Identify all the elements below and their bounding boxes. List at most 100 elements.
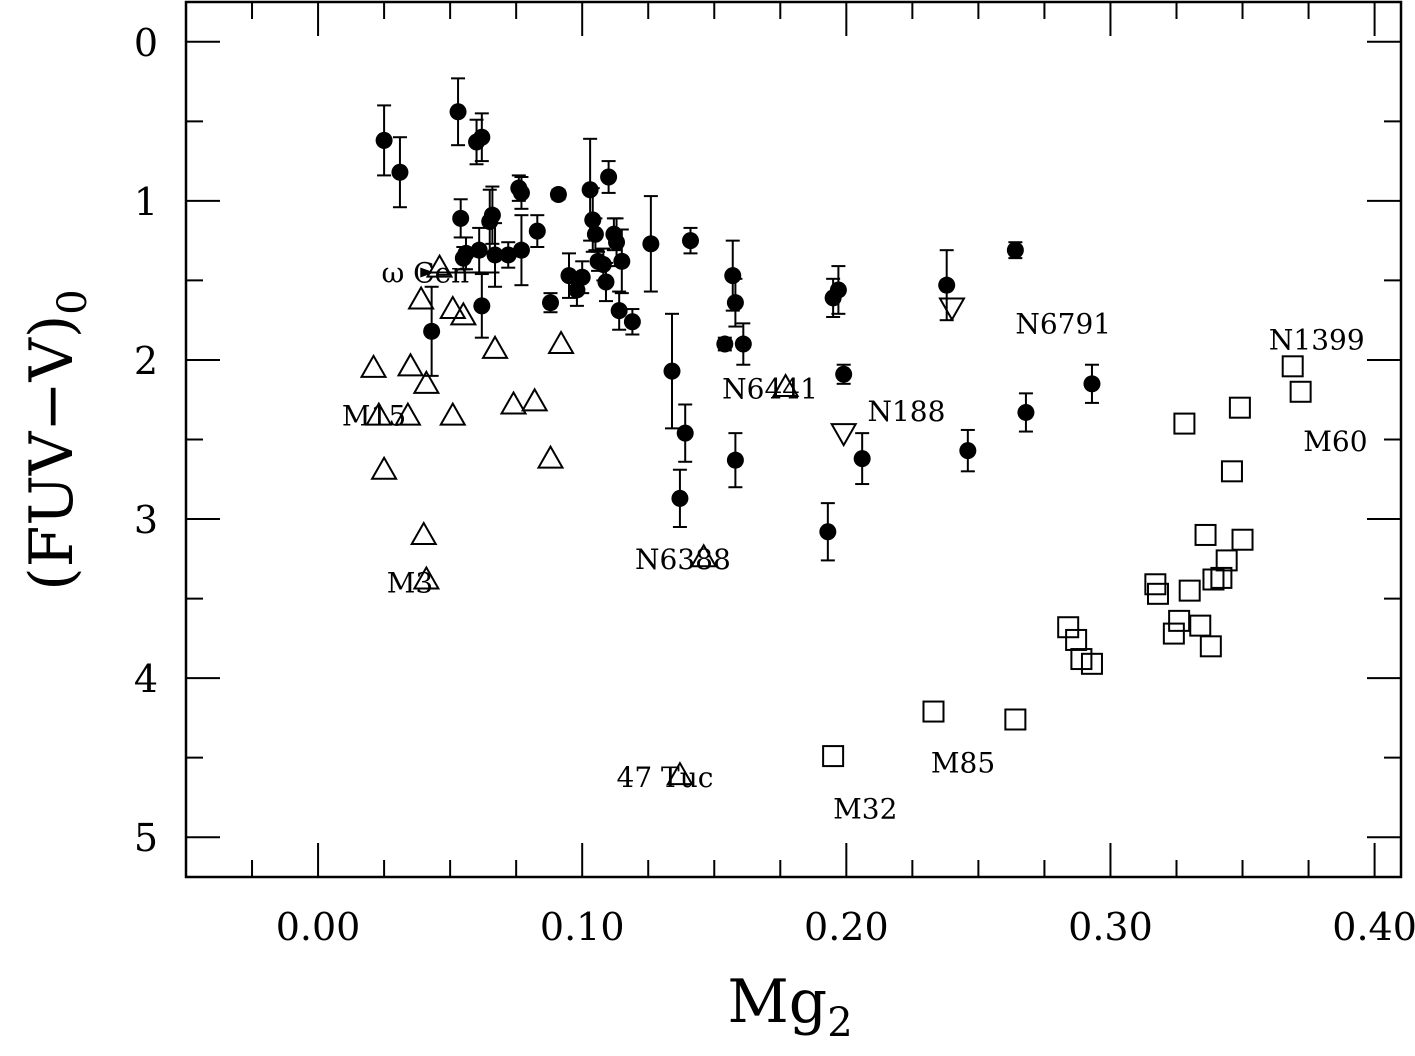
data-point-open-triangle — [439, 295, 467, 320]
data-point-filled-circle — [560, 267, 578, 285]
tick-labels: 0.00 0.10 0.20 0.30 0.40 0 1 2 3 4 5 — [134, 21, 1415, 949]
data-point-filled-circle — [610, 302, 628, 320]
annotation-label: M15 — [342, 400, 406, 433]
annotation-label: N188 — [867, 395, 945, 428]
data-point-open-triangle — [689, 543, 718, 568]
data-point-open-triangle — [481, 334, 509, 359]
x-tick-label: 0.30 — [1068, 905, 1153, 949]
data-point-open-square — [922, 700, 945, 723]
data-point-filled-circle — [716, 335, 734, 353]
data-markers — [359, 103, 1312, 786]
data-point-filled-circle — [573, 268, 591, 286]
data-point-filled-circle — [542, 294, 559, 312]
data-point-open-triangle — [771, 372, 800, 397]
y-tick-label: 4 — [134, 657, 158, 701]
y-axis-label: (FUV−V)0 — [17, 289, 96, 590]
axis-ticks — [186, 2, 1401, 877]
data-point-filled-circle — [1083, 375, 1101, 393]
data-point-filled-circle — [829, 281, 847, 299]
data-point-open-triangle — [547, 330, 575, 355]
data-point-open-square — [1281, 355, 1304, 378]
data-point-open-triangle — [396, 352, 425, 377]
data-point-open-square — [1289, 380, 1312, 403]
annotation-label: M85 — [931, 746, 995, 779]
data-point-open-square — [1065, 628, 1088, 651]
data-point-filled-circle — [734, 335, 752, 353]
data-point-open-triangle — [499, 390, 528, 415]
data-point-open-square — [1168, 609, 1191, 632]
data-point-open-square — [822, 745, 845, 768]
y-tick-label: 3 — [134, 498, 158, 542]
error-bars — [377, 77, 1099, 562]
data-point-open-square — [1004, 708, 1027, 731]
data-point-filled-circle — [512, 184, 530, 202]
data-point-open-triangle — [536, 444, 565, 469]
data-point-filled-circle — [449, 103, 467, 121]
annotation-label: N6441 — [722, 373, 818, 406]
data-point-filled-circle — [1006, 241, 1024, 259]
data-point-filled-circle — [600, 168, 618, 186]
annotation-label: N1399 — [1269, 323, 1365, 356]
data-point-open-square — [1231, 528, 1254, 551]
data-point-filled-circle — [486, 246, 504, 264]
data-point-filled-circle — [483, 206, 501, 224]
data-point-open-inverted-triangle — [829, 423, 858, 448]
data-point-filled-circle — [1017, 403, 1035, 421]
y-tick-label: 2 — [134, 339, 158, 383]
data-point-open-square — [1189, 614, 1212, 637]
data-point-filled-circle — [726, 294, 744, 312]
data-point-open-square — [1228, 396, 1251, 419]
data-point-filled-circle — [584, 211, 602, 229]
data-point-filled-circle — [853, 450, 871, 468]
data-point-open-square — [1057, 616, 1080, 639]
data-point-open-triangle — [449, 301, 478, 326]
data-point-filled-circle — [594, 256, 612, 273]
data-point-open-triangle — [407, 285, 435, 310]
y-tick-label: 5 — [134, 816, 158, 860]
data-point-open-inverted-triangle — [938, 297, 966, 322]
data-point-open-triangle — [666, 761, 694, 786]
data-point-filled-circle — [457, 244, 475, 262]
data-point-open-square — [1210, 566, 1233, 589]
data-point-filled-circle — [676, 424, 694, 442]
x-tick-label: 0.10 — [540, 905, 625, 949]
data-point-open-square — [1194, 523, 1217, 546]
data-point-open-square — [1178, 579, 1201, 602]
data-point-filled-circle — [512, 241, 530, 259]
data-point-open-triangle — [365, 401, 393, 426]
data-point-filled-circle — [499, 246, 517, 264]
data-point-open-triangle — [359, 353, 388, 378]
data-point-filled-circle — [391, 163, 409, 181]
y-axis-label-subscript: 0 — [50, 289, 96, 314]
data-point-open-square — [1173, 412, 1196, 435]
data-point-filled-circle — [423, 322, 441, 340]
annotation-label: M3 — [387, 567, 433, 600]
data-point-filled-circle — [681, 232, 699, 250]
data-point-filled-circle — [671, 489, 689, 507]
data-point-open-triangle — [520, 387, 549, 412]
data-point-filled-circle — [470, 241, 488, 259]
x-tick-label: 0.00 — [276, 905, 361, 949]
data-point-filled-circle — [959, 442, 977, 460]
data-point-open-triangle — [370, 455, 398, 480]
data-point-open-square — [1220, 460, 1243, 483]
data-point-filled-circle — [549, 186, 567, 203]
data-point-filled-circle — [663, 362, 681, 380]
data-point-open-square — [1202, 568, 1225, 591]
annotation-label: N6791 — [1015, 307, 1111, 340]
annotation-label: 47 Tuc — [617, 761, 714, 794]
data-point-filled-circle — [473, 128, 491, 146]
y-tick-label: 0 — [134, 21, 158, 65]
data-point-filled-circle — [938, 276, 956, 294]
data-point-open-square — [1147, 582, 1169, 605]
data-point-filled-circle — [597, 273, 615, 291]
y-tick-label: 1 — [134, 180, 158, 224]
annotation-label: M60 — [1303, 425, 1367, 458]
data-point-filled-circle — [819, 523, 837, 541]
annotation-label: M32 — [833, 793, 897, 826]
data-point-filled-circle — [726, 451, 744, 469]
data-point-filled-circle — [528, 222, 546, 240]
data-point-open-triangle — [394, 401, 422, 426]
